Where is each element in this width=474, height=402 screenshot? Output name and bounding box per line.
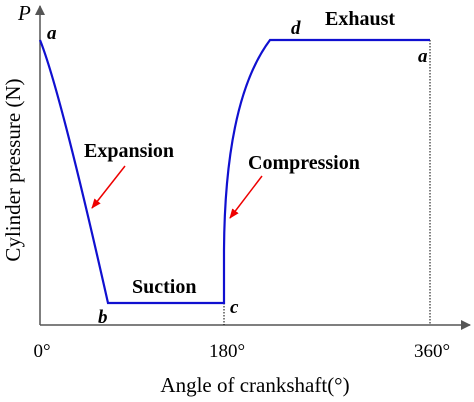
pressure-curve — [38, 38, 430, 305]
point-label: a — [418, 46, 428, 67]
point-label: b — [98, 307, 108, 328]
phase-label: Expansion — [84, 140, 174, 162]
phase-label: Exhaust — [325, 8, 395, 30]
point-label: c — [230, 297, 239, 318]
x-tick-label: 180° — [209, 341, 245, 362]
x-tick-label: 360° — [414, 341, 450, 362]
y-axis-label: Cylinder pressure (N) — [1, 78, 25, 261]
phase-label: Compression — [248, 152, 360, 174]
point-label: a — [47, 23, 57, 44]
phase-label: Suction — [132, 276, 196, 298]
y-symbol: P — [17, 1, 31, 25]
point-label: d — [291, 18, 301, 39]
x-axis-label: Angle of crankshaft(°) — [160, 373, 349, 397]
pointer-arrow — [91, 165, 126, 209]
x-tick-label: 0° — [33, 341, 50, 362]
pointer-arrow — [229, 175, 263, 219]
